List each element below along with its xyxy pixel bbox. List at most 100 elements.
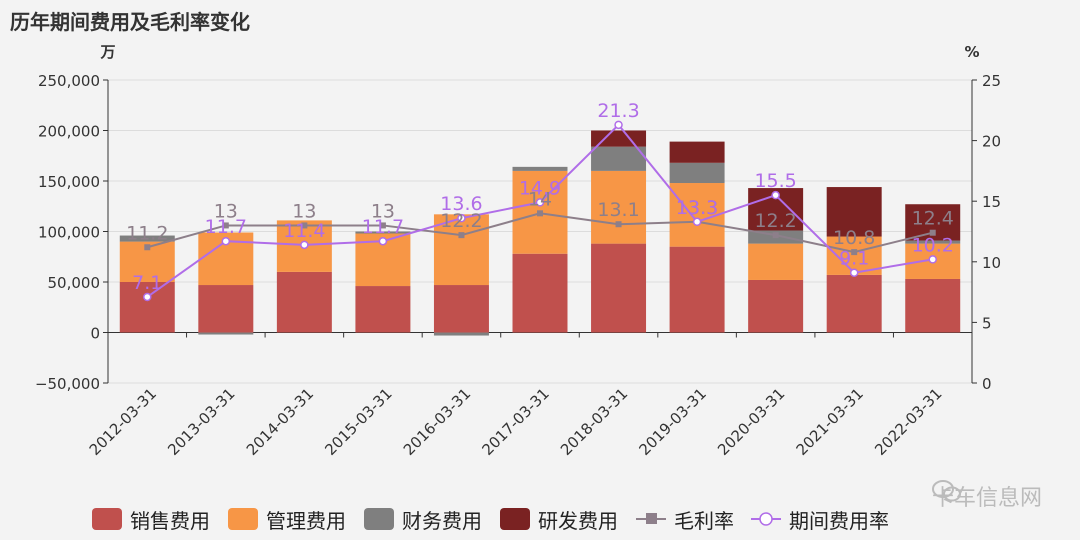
point-期间费用率 (614, 120, 623, 130)
point-期间费用率 (221, 236, 231, 246)
bar-财务费用 (591, 146, 647, 171)
data-label-毛利率: 12.2 (440, 210, 482, 232)
data-labels: 11.2 13 13 13 12.2 14 13.1 13.3 12.2 10.8 12.4 7.1 1… (126, 100, 954, 294)
wechat-icon (931, 480, 961, 502)
bar-销售费用 (276, 271, 332, 333)
x-tick-label: 2021-03-31 (793, 385, 867, 459)
left-tick-label: 0 (90, 325, 100, 343)
left-tick-label: 150,000 (38, 173, 100, 191)
legend-label: 期间费用率 (789, 509, 889, 533)
data-label-毛利率: 10.8 (833, 227, 875, 249)
x-tick-label: 2018-03-31 (557, 385, 631, 459)
x-tick-label: 2017-03-31 (478, 385, 552, 459)
bar-销售费用 (591, 243, 647, 333)
watermark: 卡车信息网 (931, 480, 1042, 512)
legend: 销售费用 管理费用 财务费用 研发费用 毛利率 期间费用率 (92, 508, 889, 533)
data-label-毛利率: 12.4 (912, 208, 954, 230)
data-label-毛利率: 12.2 (754, 210, 796, 232)
x-tick-label: 2014-03-31 (243, 385, 317, 459)
point-期间费用率 (771, 190, 780, 200)
left-tick-label: −50,000 (35, 375, 100, 393)
point-毛利率 (458, 232, 465, 239)
data-label-毛利率: 13.1 (597, 199, 639, 221)
watermark-text: 卡车信息网 (931, 486, 1042, 511)
point-毛利率 (537, 210, 543, 217)
bar-销售费用 (119, 282, 175, 333)
point-期间费用率 (849, 268, 859, 277)
legend-swatch (92, 508, 122, 530)
data-label-期间费用率: 7.1 (132, 272, 162, 294)
point-毛利率 (379, 222, 386, 229)
data-label-期间费用率: 11.7 (362, 216, 404, 238)
legend-swatch (228, 508, 258, 530)
data-label-毛利率: 13 (371, 200, 395, 222)
right-axis-unit: % (964, 43, 979, 61)
right-tick-label: 15 (982, 193, 1001, 211)
data-label-期间费用率: 14.9 (519, 177, 561, 199)
bar-销售费用 (905, 278, 961, 333)
right-tick-label: 20 (982, 133, 1001, 151)
x-tick-label: 2019-03-31 (636, 385, 710, 459)
bar-销售费用 (512, 253, 568, 333)
point-期间费用率 (692, 217, 702, 227)
x-tick-label: 2020-03-31 (714, 385, 788, 459)
left-tick-label: 100,000 (38, 224, 100, 242)
point-毛利率 (772, 232, 779, 239)
bar-财务费用 (669, 162, 725, 184)
bar-管理费用 (433, 214, 489, 286)
bar-研发费用 (826, 187, 882, 237)
point-毛利率 (615, 221, 622, 228)
data-label-期间费用率: 13.6 (440, 193, 482, 215)
data-label-期间费用率: 21.3 (597, 100, 639, 122)
data-label-毛利率: 13.3 (676, 197, 718, 219)
right-tick-label: 25 (982, 72, 1001, 90)
legend-label: 毛利率 (674, 509, 734, 533)
x-tick-label: 2015-03-31 (321, 385, 395, 459)
bar-财务费用 (905, 240, 961, 244)
data-label-期间费用率: 15.5 (754, 170, 796, 192)
legend-label: 管理费用 (266, 509, 346, 533)
right-tick-label: 10 (982, 254, 1001, 272)
right-tick-label: 5 (982, 314, 992, 332)
chart-title: 历年期间费用及毛利率变化 (10, 10, 250, 34)
data-label-毛利率: 14 (528, 188, 552, 210)
bar-财务费用 (355, 231, 411, 234)
legend-marker (646, 513, 657, 524)
point-期间费用率 (535, 198, 545, 207)
data-label-毛利率: 11.2 (126, 222, 168, 244)
bar-管理费用 (591, 170, 647, 244)
point-毛利率 (301, 222, 308, 229)
legend-swatch (500, 508, 530, 530)
point-期间费用率 (928, 255, 937, 264)
x-tick-label: 2016-03-31 (400, 385, 474, 459)
left-tick-label: 50,000 (48, 274, 101, 292)
bar-销售费用 (433, 285, 489, 333)
left-tick-label: 250,000 (38, 72, 100, 90)
data-label-期间费用率: 13.3 (676, 197, 718, 219)
data-label-期间费用率: 9.1 (839, 248, 869, 270)
point-期间费用率 (143, 292, 152, 302)
x-tick-label: 2012-03-31 (86, 385, 160, 459)
data-label-毛利率: 13 (214, 200, 238, 222)
point-期间费用率 (300, 240, 309, 250)
left-tick-label: 200,000 (38, 123, 100, 141)
legend-label: 销售费用 (130, 509, 210, 533)
x-tick-label: 2013-03-31 (164, 385, 238, 459)
bar-销售费用 (198, 285, 254, 333)
bar-财务费用 (433, 332, 489, 336)
legend-swatch (364, 508, 394, 530)
x-tick-label: 2022-03-31 (871, 385, 945, 459)
point-毛利率 (851, 249, 858, 256)
data-label-期间费用率: 10.2 (912, 234, 954, 256)
point-毛利率 (144, 244, 151, 251)
point-毛利率 (222, 222, 229, 229)
legend-marker (759, 512, 773, 526)
bar-销售费用 (669, 246, 725, 333)
point-期间费用率 (457, 213, 466, 223)
bar-销售费用 (355, 286, 411, 333)
lines (143, 120, 937, 302)
bar-财务费用 (198, 332, 254, 335)
legend-label: 财务费用 (402, 509, 482, 533)
bar-财务费用 (512, 166, 568, 171)
